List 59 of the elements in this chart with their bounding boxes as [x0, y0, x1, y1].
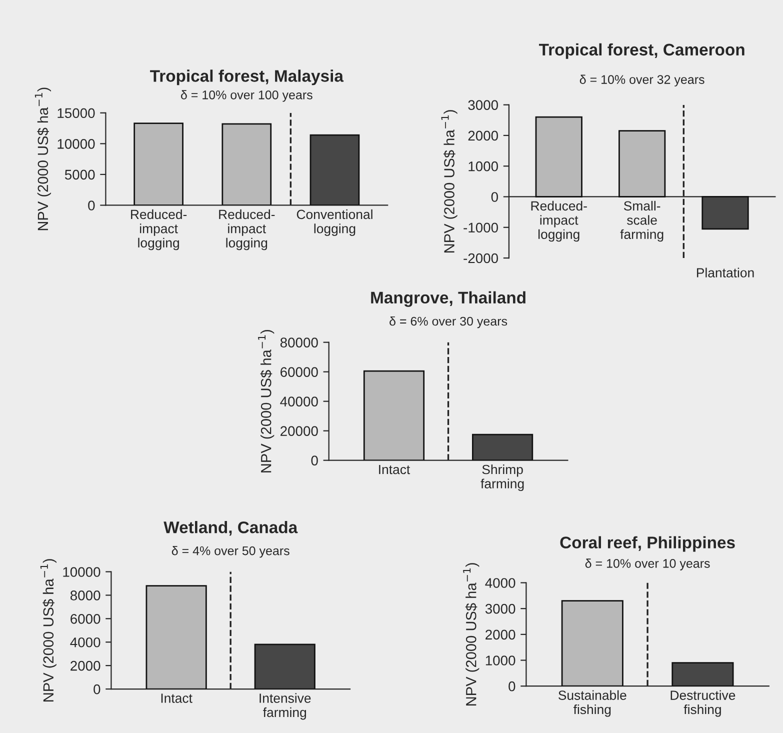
chart-title: Tropical forest, Malaysia — [150, 70, 344, 86]
x-tick-label: Conventional logging — [296, 209, 372, 236]
bar — [702, 196, 749, 230]
y-tick-label: 10000 — [63, 567, 100, 577]
y-tick-label: 5000 — [64, 170, 95, 180]
x-tick-label: Reduced- impact logging — [219, 209, 275, 250]
x-tick-label: Intensive farming — [260, 693, 311, 720]
y-tick-label: 80000 — [280, 338, 318, 348]
y-tick-label: 0 — [311, 456, 318, 466]
bar — [535, 116, 582, 198]
y-tick-label: 4000 — [485, 578, 516, 588]
chart-subtitle: δ = 10% over 100 years — [180, 90, 312, 102]
chart-subtitle: δ = 6% over 30 years — [390, 316, 508, 328]
y-tick-label: 1000 — [468, 161, 498, 172]
y-axis-title: NPV (2000 US$ ha$^{−1}$) — [34, 88, 51, 230]
y-tick-label: 10000 — [58, 139, 95, 149]
y-tick-label: 0 — [94, 684, 100, 694]
bar — [310, 134, 360, 206]
x-tick-label: Reduced- impact logging — [531, 200, 587, 242]
y-tick-label: 3000 — [468, 100, 498, 110]
y-tick-label: 4000 — [70, 637, 100, 648]
y-axis-title: NPV (2000 US$ ha$^{−1}$) — [40, 559, 56, 702]
chart-subtitle: δ = 10% over 10 years — [585, 558, 710, 570]
chart-title: Wetland, Canada — [164, 521, 298, 536]
y-tick-label: 15000 — [58, 108, 95, 118]
x-tick-label: Reduced- impact logging — [131, 209, 187, 250]
y-tick-label: 0 — [88, 200, 95, 210]
y-tick-label: 60000 — [280, 367, 318, 377]
x-tick-label: Small- scale farming — [620, 200, 664, 242]
bar — [222, 123, 272, 206]
y-tick-label: 6000 — [70, 614, 100, 624]
y-tick-label: -1000 — [464, 222, 498, 233]
y-tick-label: 2000 — [70, 660, 100, 671]
x-tick-label: Sustainable fishing — [558, 690, 626, 717]
x-tick-label: Intact — [161, 694, 192, 703]
y-tick-label: 8000 — [70, 590, 100, 600]
chart-subtitle: δ = 4% over 50 years — [172, 546, 290, 558]
x-tick-label: Plantation — [696, 268, 754, 278]
bar — [618, 130, 666, 198]
x-tick-label: Intact — [379, 464, 410, 474]
y-tick-label: 1000 — [486, 656, 516, 666]
y-axis-title: NPV (2000 US$ ha$^{−1}$) — [441, 110, 458, 252]
chart-title: Coral reef, Philippines — [560, 536, 735, 552]
bar — [134, 122, 184, 206]
y-tick-label: 3000 — [485, 604, 516, 614]
y-tick-label: 0 — [508, 681, 516, 692]
chart-subtitle: δ = 10% over 32 years — [580, 74, 704, 86]
y-tick-label: 40000 — [280, 396, 318, 406]
x-tick-label: Shrimp farming — [480, 464, 524, 491]
chart-title: Tropical forest, Cameroon — [538, 43, 744, 59]
y-tick-label: 2000 — [486, 630, 516, 640]
y-tick-label: 20000 — [280, 426, 318, 436]
y-axis-title: NPV (2000 US$ ha$^{−1}$) — [258, 330, 274, 472]
chart-title: Mangrove, Thailand — [371, 291, 526, 307]
y-tick-label: 0 — [491, 192, 498, 202]
y-tick-label: -2000 — [464, 253, 498, 264]
y-tick-label: 2000 — [468, 130, 498, 141]
x-tick-label: Destructive fishing — [670, 690, 736, 717]
y-axis-title: NPV (2000 US$ ha$^{−1}$) — [463, 563, 480, 706]
